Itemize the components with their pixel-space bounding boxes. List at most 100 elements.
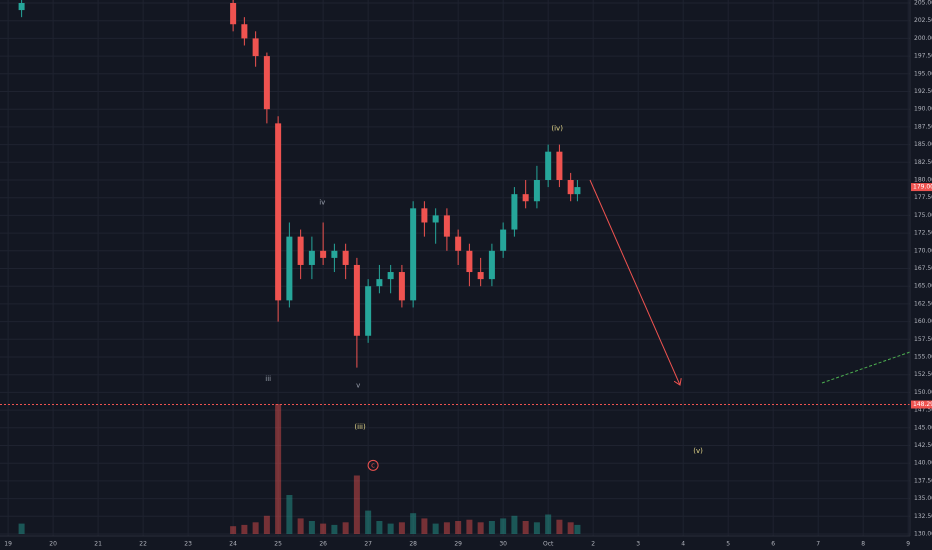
candle-body <box>443 215 450 237</box>
y-tick-label: 200.00 <box>914 35 932 42</box>
x-tick-label: 27 <box>364 541 372 548</box>
x-tick-label: 23 <box>184 541 192 548</box>
candle-body <box>511 194 518 230</box>
candle-body <box>320 250 327 258</box>
grid <box>0 0 910 536</box>
volume-bar <box>455 521 462 534</box>
y-tick-label: 137.50 <box>914 477 932 484</box>
candle-body <box>477 272 484 280</box>
candle-body <box>533 180 540 202</box>
x-tick-label: 25 <box>274 541 282 548</box>
y-tick-label: 130.00 <box>914 531 932 538</box>
x-tick-label: 20 <box>49 541 57 548</box>
volume-bar <box>545 514 552 534</box>
volume-bar <box>398 522 405 534</box>
x-tick-label: Oct <box>543 541 554 548</box>
wave-label: (v) <box>693 447 703 455</box>
candle-body <box>275 123 282 301</box>
y-tick-label: 180.00 <box>914 177 932 184</box>
candle-body <box>574 187 581 195</box>
y-tick-label: 205.00 <box>914 0 932 7</box>
candle-body <box>500 229 507 251</box>
x-tick-label: 3 <box>636 541 640 548</box>
x-tick-label: 28 <box>409 541 417 548</box>
candle-body <box>545 151 552 180</box>
volume-bar <box>241 524 248 534</box>
y-tick-label: 182.50 <box>914 159 932 166</box>
wave-label: iv <box>319 199 325 207</box>
volume-bar <box>376 521 383 534</box>
wave-label: (iv) <box>551 124 563 132</box>
y-tick-label: 177.50 <box>914 194 932 201</box>
candle-body <box>331 250 338 258</box>
y-tick-label: 202.50 <box>914 17 932 24</box>
candle-body <box>252 38 259 57</box>
candle-body <box>410 208 417 301</box>
y-tick-label: 160.00 <box>914 318 932 325</box>
x-tick-label: 22 <box>139 541 147 548</box>
volume-bar <box>432 523 439 534</box>
x-tick-label: 30 <box>499 541 507 548</box>
candle-body <box>466 250 473 273</box>
volume-bar <box>331 524 338 534</box>
axes: 130.00 132.50 135.00 137.50 140.00 142.50 145.… <box>4 0 932 548</box>
volume-bar <box>488 521 495 534</box>
x-tick-label: 8 <box>861 541 865 548</box>
x-tick-label: 7 <box>816 541 820 548</box>
candle-body <box>241 24 248 39</box>
volume-bar <box>500 518 507 534</box>
candle-body <box>432 215 439 223</box>
volume-bar <box>263 515 270 534</box>
y-tick-label: 152.50 <box>914 371 932 378</box>
y-tick-label: 145.00 <box>914 424 932 431</box>
volume-bar <box>297 518 304 534</box>
y-tick-label: 192.50 <box>914 88 932 95</box>
candle-body <box>488 250 495 280</box>
candle-body <box>297 236 304 265</box>
volume-bar <box>522 521 529 534</box>
candle-body <box>567 180 574 195</box>
wave-label: v <box>356 381 360 389</box>
candle-body <box>308 250 315 265</box>
wave-label: iii <box>265 375 271 383</box>
level-label: 148.29 <box>913 401 932 408</box>
volume-bar <box>574 524 581 534</box>
x-tick-label: 29 <box>454 541 462 548</box>
candle-body <box>421 208 428 223</box>
x-tick-label: 21 <box>94 541 102 548</box>
y-tick-label: 135.00 <box>914 495 932 502</box>
y-tick-label: 157.50 <box>914 336 932 343</box>
volume-bar <box>466 519 473 534</box>
y-tick-label: 147.50 <box>914 407 932 414</box>
x-tick-label: 19 <box>4 541 12 548</box>
volume-bar <box>477 522 484 534</box>
wave-label: c <box>371 461 375 469</box>
volume-bar <box>230 526 237 534</box>
candle-body <box>263 56 270 110</box>
y-tick-label: 162.50 <box>914 300 932 307</box>
y-tick-label: 140.00 <box>914 460 932 467</box>
x-tick-label: 6 <box>771 541 775 548</box>
volume-bar <box>275 404 282 534</box>
volume-bar <box>410 513 417 534</box>
y-tick-label: 150.00 <box>914 389 932 396</box>
volume-bar <box>511 515 518 534</box>
candle-body <box>342 250 349 265</box>
volume-bar <box>556 519 563 534</box>
wave-label: (iii) <box>354 423 366 431</box>
candle-body <box>286 236 293 301</box>
volume-bar <box>533 522 540 534</box>
volume-bar <box>320 523 327 534</box>
y-tick-label: 190.00 <box>914 106 932 113</box>
candle-body <box>230 3 237 25</box>
volume-bar <box>308 521 315 534</box>
x-tick-label: 26 <box>319 541 327 548</box>
volume-bar <box>365 510 372 534</box>
projection-arrow <box>589 179 680 385</box>
volume-bar <box>567 522 574 534</box>
volume-bar <box>342 522 349 534</box>
y-tick-label: 132.50 <box>914 513 932 520</box>
y-tick-label: 167.50 <box>914 265 932 272</box>
